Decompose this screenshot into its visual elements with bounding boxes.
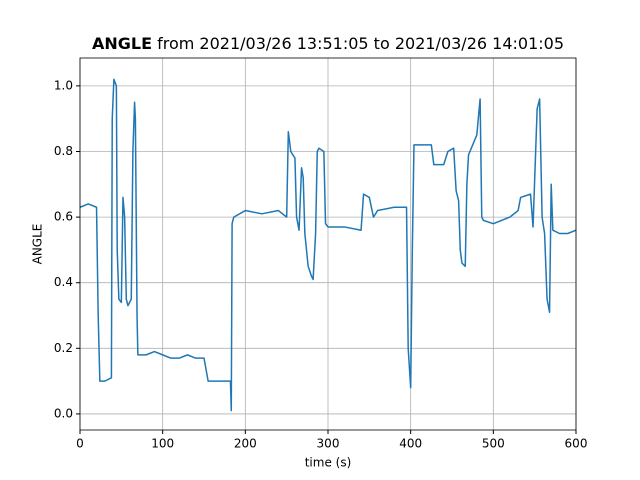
title-rest: from 2021/03/26 13:51:05 to 2021/03/26 1… (157, 34, 564, 53)
x-tick-label: 500 (482, 437, 505, 451)
y-tick-label: 0.6 (54, 210, 73, 224)
x-tick-label: 100 (151, 437, 174, 451)
data-line (79, 78, 577, 412)
title-bold: ANGLE (92, 34, 152, 53)
x-tick-label: 400 (399, 437, 422, 451)
title-backdrop (80, 40, 576, 57)
x-tick-label: 0 (76, 437, 84, 451)
x-tick-label: 200 (234, 437, 257, 451)
y-tick-label: 0.2 (54, 341, 73, 355)
y-tick-label: 0.4 (54, 275, 73, 289)
chart-title: ANGLE from 2021/03/26 13:51:05 to 2021/0… (92, 34, 564, 53)
plot-frame (79, 57, 577, 431)
y-tick-label: 0.0 (54, 406, 73, 420)
y-tick-label: 1.0 (54, 78, 73, 92)
x-tick-label: 600 (565, 437, 588, 451)
x-axis-label: time (s) (305, 456, 352, 470)
y-tick-label: 0.8 (54, 144, 73, 158)
x-tick-label: 300 (317, 437, 340, 451)
y-axis-label: ANGLE (31, 224, 45, 265)
